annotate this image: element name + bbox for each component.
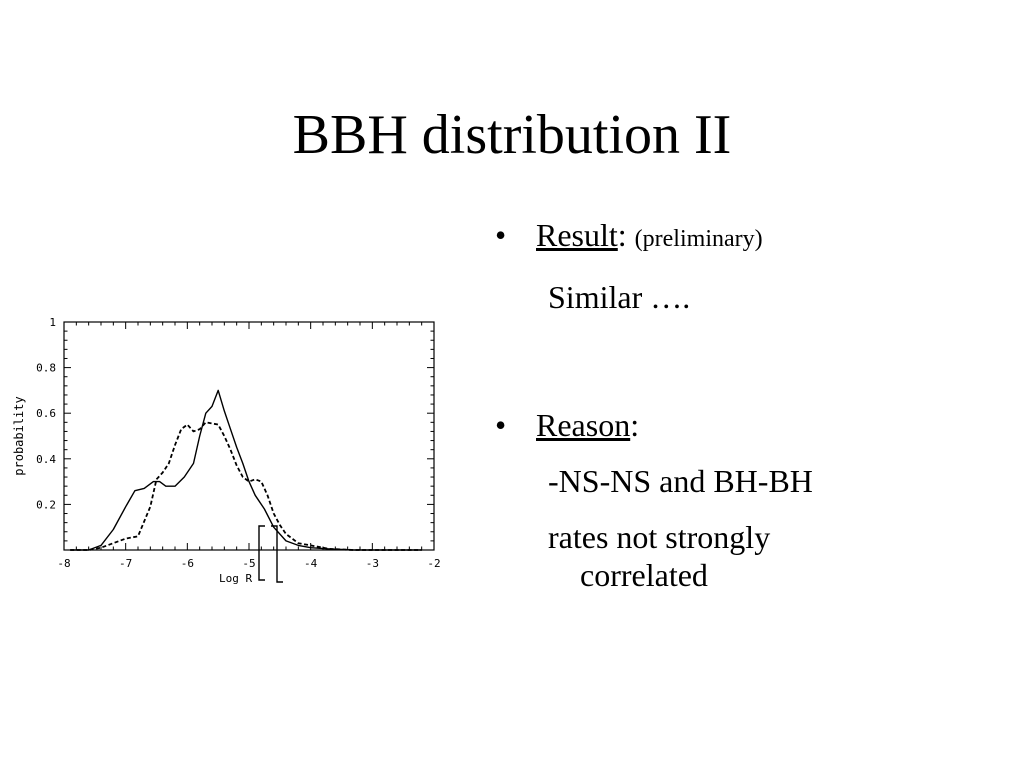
y-tick-label: 1: [49, 316, 56, 329]
bullet-line: rates not strongly: [548, 519, 771, 555]
x-axis-label: Log R: [219, 572, 252, 585]
bullet-reason: • Reason:: [495, 405, 995, 445]
bullet-line: correlated: [580, 557, 708, 593]
range-brackets: [258, 525, 283, 583]
tick-labels: -8 -7 -6 -5 -4 -3 -2 0.2 0.4 0.6 0.8 1: [36, 316, 441, 570]
x-tick-label: -5: [242, 557, 255, 570]
bullet-note-preliminary: (preliminary): [634, 226, 763, 252]
x-tick-label: -8: [57, 557, 70, 570]
bullet-symbol: •: [495, 407, 507, 443]
y-tick-label: 0.6: [36, 407, 56, 420]
x-tick-label: -2: [427, 557, 440, 570]
x-tick-label: -4: [304, 557, 318, 570]
y-tick-label: 0.8: [36, 362, 56, 375]
bullet-line: Similar ….: [548, 279, 691, 315]
bullet-list: • Result: (preliminary) Similar …. • Reaso…: [495, 215, 995, 595]
x-tick-label: -7: [119, 557, 132, 570]
range-bracket-right: [271, 525, 283, 583]
series-layer: [70, 389, 422, 551]
bullet-line: -NS-NS and BH-BH: [548, 463, 813, 499]
plot-frame: [63, 321, 435, 551]
y-tick-label: 0.4: [36, 453, 56, 466]
probability-chart: -8 -7 -6 -5 -4 -3 -2 0.2 0.4 0.6 0.8 1 Log R probab…: [0, 300, 470, 600]
series-line-dashed: [70, 421, 422, 551]
x-tick-label: -6: [181, 557, 194, 570]
bullet-colon: :: [617, 217, 627, 253]
range-bracket-left: [258, 525, 265, 581]
x-tick-label: -3: [366, 557, 379, 570]
bullet-heading-result: Result: [536, 217, 618, 253]
bullet-heading-reason: Reason: [536, 407, 631, 443]
y-tick-label: 0.2: [36, 498, 56, 511]
bullet-result: • Result: (preliminary): [495, 215, 995, 259]
y-axis-label: probability: [12, 396, 26, 475]
ticks: [63, 321, 435, 551]
slide-title: BBH distribution II: [292, 104, 732, 166]
bullet-colon: :: [630, 407, 640, 443]
bullet-symbol: •: [495, 217, 507, 253]
series-line-solid: [70, 389, 422, 551]
chart-svg: -8 -7 -6 -5 -4 -3 -2 0.2 0.4 0.6 0.8 1 Log R probab…: [12, 316, 441, 585]
